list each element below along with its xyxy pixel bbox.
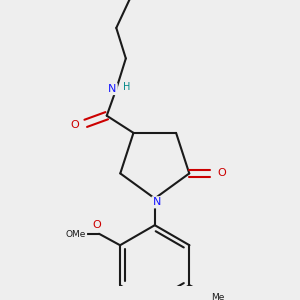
Text: Me: Me <box>212 293 225 300</box>
Text: O: O <box>93 220 101 230</box>
Text: N: N <box>152 197 161 207</box>
Text: H: H <box>123 82 130 92</box>
Text: O: O <box>70 120 79 130</box>
Text: OMe: OMe <box>66 230 86 239</box>
Text: N: N <box>108 84 117 94</box>
Text: O: O <box>217 168 226 178</box>
